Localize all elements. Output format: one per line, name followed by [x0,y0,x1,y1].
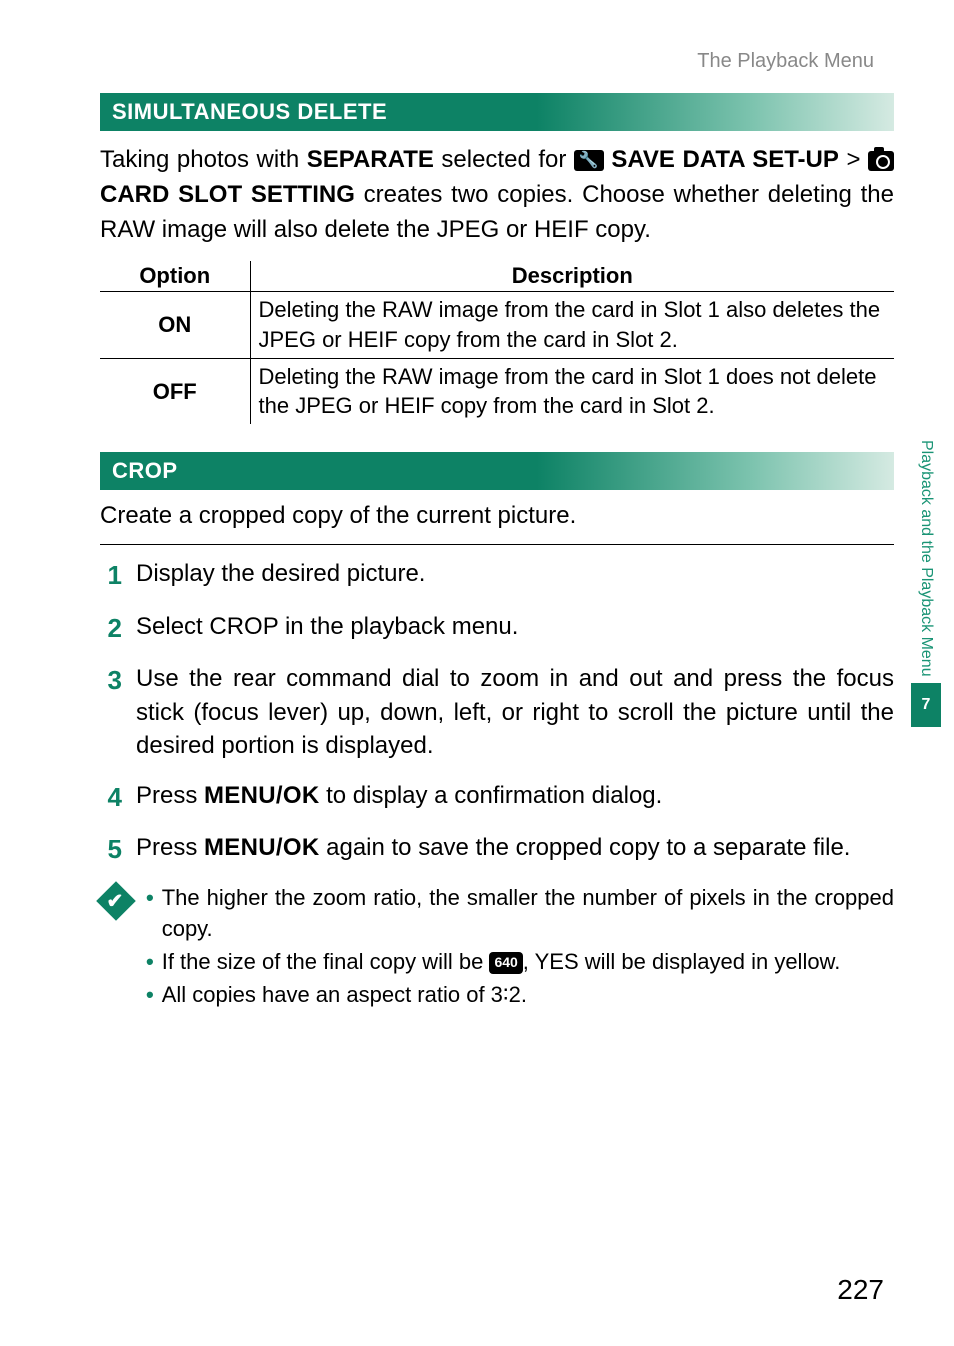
section-title-simultaneous-delete: SIMULTANEOUS DELETE [100,93,894,131]
chapter-tab: 7 [911,683,941,727]
step-5: 5 Press MENU/OK again to save the croppe… [100,831,894,867]
step-3: 3 Use the rear command dial to zoom in a… [100,662,894,763]
options-table: Option Description ON Deleting the RAW i… [100,261,894,424]
page-number: 227 [837,1274,884,1306]
table-header-option: Option [100,261,250,292]
table-header-description: Description [250,261,894,292]
simultaneous-delete-intro: Taking photos with SEPARATE selected for… [100,143,894,247]
crop-steps: 1 Display the desired picture. 2 Select … [100,544,894,867]
wrench-icon: 🔧 [574,150,604,171]
step-2: 2 Select CROP in the playback menu. [100,610,894,646]
step-4: 4 Press MENU/OK to display a confirmatio… [100,779,894,815]
sidebar-label: Playback and the Playback Menu [917,440,935,677]
camera-icon [868,151,894,171]
table-row: OFF Deleting the RAW image from the card… [100,358,894,424]
breadcrumb: The Playback Menu [100,50,894,73]
table-row: ON Deleting the RAW image from the card … [100,292,894,358]
crop-intro: Create a cropped copy of the current pic… [100,502,894,530]
side-tab: Playback and the Playback Menu 7 [906,0,946,1346]
note-diamond-icon: ✔ [96,882,136,922]
step-1: 1 Display the desired picture. [100,557,894,593]
section-title-crop: CROP [100,452,894,490]
size-640-icon: 640 [489,952,522,974]
notes-block: ✔ •The higher the zoom ratio, the smalle… [100,883,894,1012]
